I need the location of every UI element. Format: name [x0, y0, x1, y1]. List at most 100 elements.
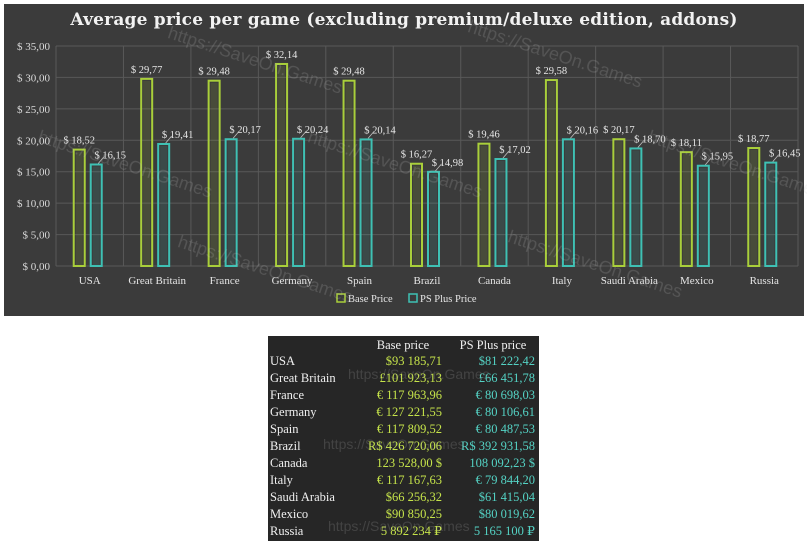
bar-fill — [160, 145, 168, 266]
bar-fill — [295, 140, 303, 266]
data-label: $ 18,70 — [634, 134, 666, 145]
y-tick-label: $ 35,00 — [17, 41, 51, 53]
chart-panel: $ 0,00 $ 5,00 $ 10,00 $ 15,00 $ 20,00 $ 25,00… — [4, 4, 807, 316]
bar-base-price — [275, 62, 289, 267]
bar-ps-plus-price — [89, 163, 103, 267]
x-tick-label: Saudi Arabia — [601, 275, 658, 287]
bar-fill — [699, 167, 707, 266]
table-cell-country: Canada — [270, 456, 308, 470]
table-header-base: Base price — [376, 337, 430, 352]
table-cell-base: 123 528,00 $ — [376, 456, 442, 470]
bar-fill — [143, 80, 151, 266]
bar-ps-plus-price — [224, 138, 238, 268]
leader-line — [570, 131, 577, 139]
bar-fill — [564, 141, 572, 266]
table-header-row: Base price PS Plus price — [270, 337, 538, 353]
data-label: $ 15,95 — [702, 152, 734, 163]
bar-fill — [278, 65, 286, 266]
y-tick-label: $ 20,00 — [17, 135, 51, 147]
x-tick-label: Russia — [750, 275, 779, 287]
table-row: Spain € 117 809,52 € 80 487,53 — [270, 421, 538, 438]
bar-fill — [75, 151, 83, 266]
bar-fill — [497, 161, 505, 266]
data-label: $ 19,46 — [468, 130, 500, 141]
data-label: $ 14,98 — [432, 158, 464, 169]
x-tick-label: Brazil — [414, 275, 441, 287]
table-cell-base: 5 892 234 ₽ — [380, 524, 442, 538]
data-label: $ 16,27 — [401, 150, 433, 161]
data-label: $ 29,77 — [131, 65, 163, 76]
table-cell-plus: £66 451,78 — [478, 371, 535, 385]
table-cell-base: $90 850,25 — [385, 507, 442, 521]
leader-line — [165, 135, 172, 144]
table-row: USA $93 185,71 $81 222,42 — [270, 353, 538, 370]
bar-ps-plus-price — [494, 158, 508, 267]
table-cell-country: Spain — [270, 422, 299, 436]
bar-fill — [430, 173, 437, 266]
data-label: $ 29,48 — [333, 67, 365, 78]
leader-line — [300, 130, 307, 139]
table-header-country — [270, 337, 358, 353]
bar-ps-plus-price — [629, 147, 643, 267]
bar-base-price — [679, 151, 693, 267]
y-tick-label: $ 15,00 — [17, 167, 51, 179]
table-cell-base: € 117 809,52 — [376, 422, 442, 436]
bar-fill — [767, 164, 775, 266]
data-label: $ 29,58 — [536, 66, 568, 77]
data-label: $ 18,52 — [63, 136, 95, 147]
table-cell-base: € 127 221,55 — [376, 405, 442, 419]
bar-fill — [413, 165, 420, 266]
leader-line — [435, 163, 442, 172]
table-cell-plus: $61 415,04 — [478, 490, 535, 504]
table-row: Canada 123 528,00 $ 108 092,23 $ — [270, 455, 538, 472]
bar-base-price — [747, 147, 761, 267]
bar-fill — [750, 150, 758, 266]
bar-ps-plus-price — [561, 138, 575, 267]
bar-base-price — [140, 77, 154, 267]
table-cell-country: Great Britain — [270, 371, 336, 385]
y-tick-label: $ 5,00 — [23, 230, 51, 242]
data-label: $ 18,77 — [738, 134, 770, 145]
data-label: $ 17,02 — [499, 145, 531, 156]
x-tick-label: France — [210, 275, 240, 287]
table-cell-base: $66 256,32 — [385, 490, 442, 504]
table-cell-base: € 117 167,63 — [376, 473, 442, 487]
table-cell-plus: $80 019,62 — [478, 507, 535, 521]
y-tick-label: $ 10,00 — [17, 198, 51, 210]
x-tick-label: Mexico — [680, 275, 714, 287]
bar-base-price — [544, 79, 558, 267]
bar-fill — [480, 145, 488, 266]
data-label: $ 20,24 — [297, 125, 329, 136]
table-cell-plus: € 79 844,20 — [475, 473, 535, 487]
bar-base-price — [477, 142, 491, 267]
bar-fill — [92, 166, 100, 266]
table-row: Great Britain £101 923,13 £66 451,78 — [270, 370, 538, 387]
table-row: Brazil R$ 426 720,06 R$ 392 931,58 — [270, 438, 538, 455]
bar-base-price — [207, 79, 221, 267]
x-tick-label: Italy — [552, 275, 573, 287]
bar-fill — [547, 82, 555, 266]
y-tick-label: $ 30,00 — [17, 72, 51, 84]
table-cell-country: Mexico — [270, 507, 309, 521]
bar-base-price — [342, 79, 356, 267]
table-cell-country: USA — [270, 354, 296, 368]
table-row: Italy € 117 167,63 € 79 844,20 — [270, 472, 538, 489]
leader-line — [367, 131, 375, 139]
bar-ps-plus-price — [359, 138, 373, 267]
bar-ps-plus-price — [764, 161, 778, 268]
bar-ps-plus-price — [157, 142, 171, 268]
bar-fill — [362, 141, 370, 266]
bar-fill — [210, 82, 218, 266]
y-tick-label: $ 25,00 — [17, 104, 51, 116]
price-table: Base price PS Plus price USA $93 185,71 $8… — [270, 337, 538, 540]
y-tick-label: $ 0,00 — [23, 261, 51, 273]
x-tick-label: Germany — [272, 275, 313, 287]
legend-label: Base Price — [348, 294, 393, 305]
table-cell-plus: € 80 487,53 — [475, 422, 535, 436]
table-cell-plus: R$ 392 931,58 — [461, 439, 535, 453]
x-tick-label: Spain — [347, 275, 373, 287]
table-header-plus: PS Plus price — [459, 337, 527, 352]
bar-ps-plus-price — [427, 170, 440, 267]
table-cell-country: Saudi Arabia — [270, 490, 335, 504]
legend-label: PS Plus Price — [420, 294, 477, 305]
